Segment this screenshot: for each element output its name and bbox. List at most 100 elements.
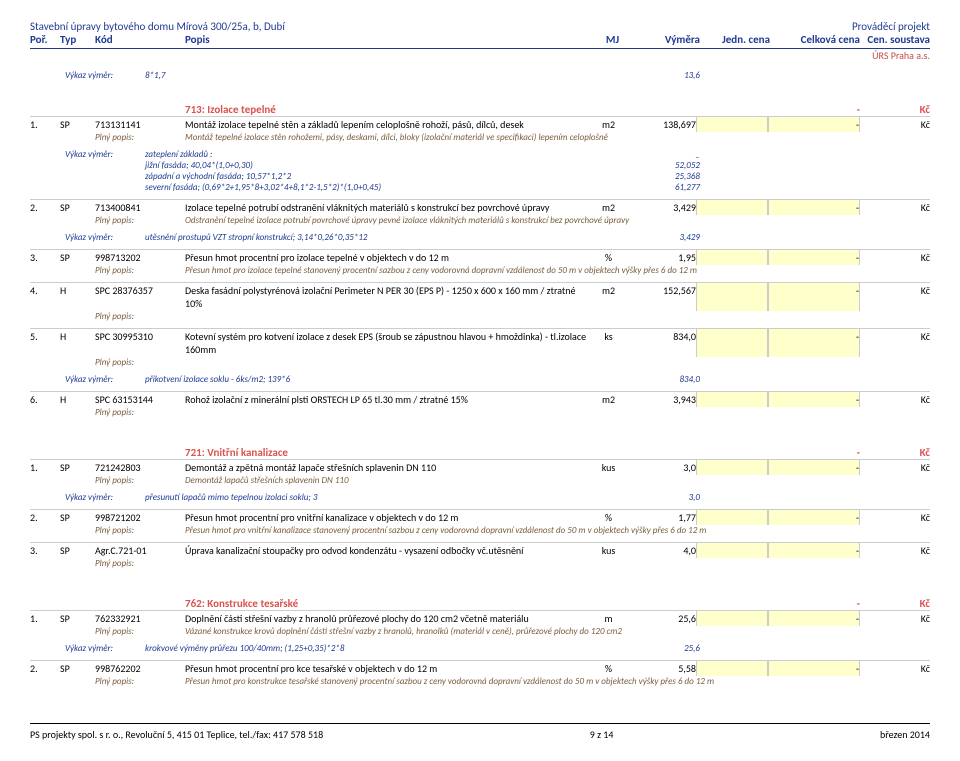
section-dash: -: [770, 446, 860, 459]
item-por: 3.: [30, 543, 60, 558]
item-por: 2.: [30, 200, 60, 215]
plny-popis-text: Vázané konstrukce krovů doplnění části s…: [185, 626, 930, 637]
item-por: 1.: [30, 611, 60, 626]
footer-left: PS projekty spol. s r. o., Revoluční 5, …: [30, 728, 323, 741]
item-mj: m2: [591, 283, 626, 311]
item-kc: Kč: [860, 392, 930, 407]
plny-popis-alone: Plný popis:: [95, 407, 930, 418]
item-row: 6.HSPC 63153144Rohož izolační z mineráln…: [30, 391, 930, 407]
item-celkova-cena: -: [768, 392, 860, 407]
item-row: 2.SP998721202Přesun hmot procentní pro v…: [30, 509, 930, 525]
item-por: 6.: [30, 392, 60, 407]
vykaz-value: 25,6: [630, 643, 700, 654]
vykaz-row: Výkaz výměr:přikotvení izolace soklu - 6…: [30, 374, 930, 385]
item-mj: ks: [591, 329, 626, 357]
item-jedn-cena: [696, 460, 768, 475]
item-celkova-cena: -: [768, 611, 860, 626]
item-jedn-cena: [696, 117, 768, 132]
item-kc: Kč: [860, 329, 930, 357]
plny-popis-text: Přesun hmot pro konstrukce tesařské stan…: [185, 676, 930, 687]
plny-popis: Plný popis:Přesun hmot pro konstrukce te…: [95, 676, 930, 687]
col-kod: Kód: [95, 33, 185, 46]
vykaz-label: Výkaz výměr:: [65, 374, 145, 385]
item-mj: m2: [591, 200, 626, 215]
col-cen-soustava: Cen. soustava: [860, 33, 930, 46]
item-mj: m2: [591, 117, 626, 132]
vykaz-label: Výkaz výměr:: [65, 70, 145, 81]
plny-popis-label: Plný popis:: [95, 265, 185, 276]
item-kod: Agr.C.721-01: [95, 543, 185, 558]
item-kod: 998762202: [95, 661, 185, 676]
item-row: 4.HSPC 28376357Deska fasádní polystyréno…: [30, 282, 930, 311]
item-typ: SP: [60, 200, 95, 215]
vykaz-text: zateplení základů :: [145, 149, 630, 160]
item-jedn-cena: [696, 329, 768, 357]
item-jedn-cena: [696, 543, 768, 558]
item-mj: kus: [591, 460, 626, 475]
vykaz-row: jižní fasáda; 40,04*(1,0+0,30)52,052: [30, 160, 930, 171]
item-vymera: 3,0: [626, 460, 696, 475]
section-kc: Kč: [860, 597, 930, 610]
vykaz-value: 25,368: [630, 171, 700, 182]
vykaz-row: Výkaz výměr:přesunutí lapačů mimo tepeln…: [30, 492, 930, 503]
item-kc: Kč: [860, 611, 930, 626]
plny-popis: Plný popis:Přesun hmot pro izolace tepel…: [95, 265, 930, 276]
item-por: 2.: [30, 661, 60, 676]
item-kc: Kč: [860, 510, 930, 525]
item-jedn-cena: [696, 200, 768, 215]
item-row: 1.SP721242803Demontáž a zpětná montáž la…: [30, 459, 930, 475]
item-por: 1.: [30, 460, 60, 475]
item-kod: 762332921: [95, 611, 185, 626]
item-celkova-cena: -: [768, 543, 860, 558]
item-typ: SP: [60, 250, 95, 265]
vykaz-value: 3,0: [630, 492, 700, 503]
item-row: 2.SP713400841Izolace tepelné potrubí ods…: [30, 199, 930, 215]
item-typ: H: [60, 329, 95, 357]
item-typ: SP: [60, 460, 95, 475]
item-typ: SP: [60, 510, 95, 525]
item-kc: Kč: [860, 200, 930, 215]
vykaz-text: krokvové výměny průřezu 100/40mm; (1,25+…: [145, 643, 630, 654]
item-vymera: 1,95: [626, 250, 696, 265]
col-mj: MJ: [595, 33, 630, 46]
top-vykaz-row: Výkaz výměr: 8*1,7 13,6: [30, 70, 930, 81]
vykaz-value: 61,277: [630, 182, 700, 193]
footer-right: březen 2014: [880, 728, 930, 741]
item-popis: Deska fasádní polystyrénová izolační Per…: [185, 283, 591, 311]
vykaz-label: Výkaz výměr:: [65, 149, 145, 160]
vykaz-value: 13,6: [630, 70, 700, 81]
item-row: 3.SPAgr.C.721-01Úprava kanalizační stoup…: [30, 542, 930, 558]
item-celkova-cena: -: [768, 661, 860, 676]
item-typ: SP: [60, 661, 95, 676]
item-typ: SP: [60, 543, 95, 558]
vykaz-value: 3,429: [630, 232, 700, 243]
item-por: 1.: [30, 117, 60, 132]
item-kc: Kč: [860, 117, 930, 132]
item-vymera: 138,697: [626, 117, 696, 132]
col-celkova-cena: Celková cena: [770, 33, 860, 46]
item-kc: Kč: [860, 661, 930, 676]
item-mj: m2: [591, 392, 626, 407]
vykaz-row: Výkaz výměr:krokvové výměny průřezu 100/…: [30, 643, 930, 654]
item-jedn-cena: [696, 661, 768, 676]
section-713-title: 713: Izolace tepelné - Kč: [30, 103, 930, 116]
vykaz-text: severní fasáda; (0,69*2+1,95*8+3,02*4+8,…: [145, 182, 630, 193]
item-popis: Demontáž a zpětná montáž lapače střešníc…: [185, 460, 591, 475]
item-mj: kus: [591, 543, 626, 558]
item-popis: Montáž izolace tepelné stěn a základů le…: [185, 117, 591, 132]
section-title-text: 721: Vnitřní kanalizace: [185, 446, 770, 459]
plny-popis-text: Montáž tepelné izolace stěn rohožemi, pá…: [185, 132, 930, 143]
item-mj: %: [591, 661, 626, 676]
vykaz-value: _: [630, 149, 700, 160]
item-celkova-cena: -: [768, 329, 860, 357]
doc-title-left: Stavební úpravy bytového domu Mírová 300…: [30, 20, 285, 33]
item-typ: H: [60, 283, 95, 311]
item-popis: Izolace tepelné potrubí odstranění vlákn…: [185, 200, 591, 215]
col-vymera: Výměra: [630, 33, 700, 46]
item-kc: Kč: [860, 250, 930, 265]
item-typ: SP: [60, 611, 95, 626]
item-row: 1.SP713131141Montáž izolace tepelné stěn…: [30, 116, 930, 132]
footer-center: 9 z 14: [590, 728, 614, 741]
item-vymera: 3,429: [626, 200, 696, 215]
col-jedn-cena: Jedn. cena: [700, 33, 770, 46]
